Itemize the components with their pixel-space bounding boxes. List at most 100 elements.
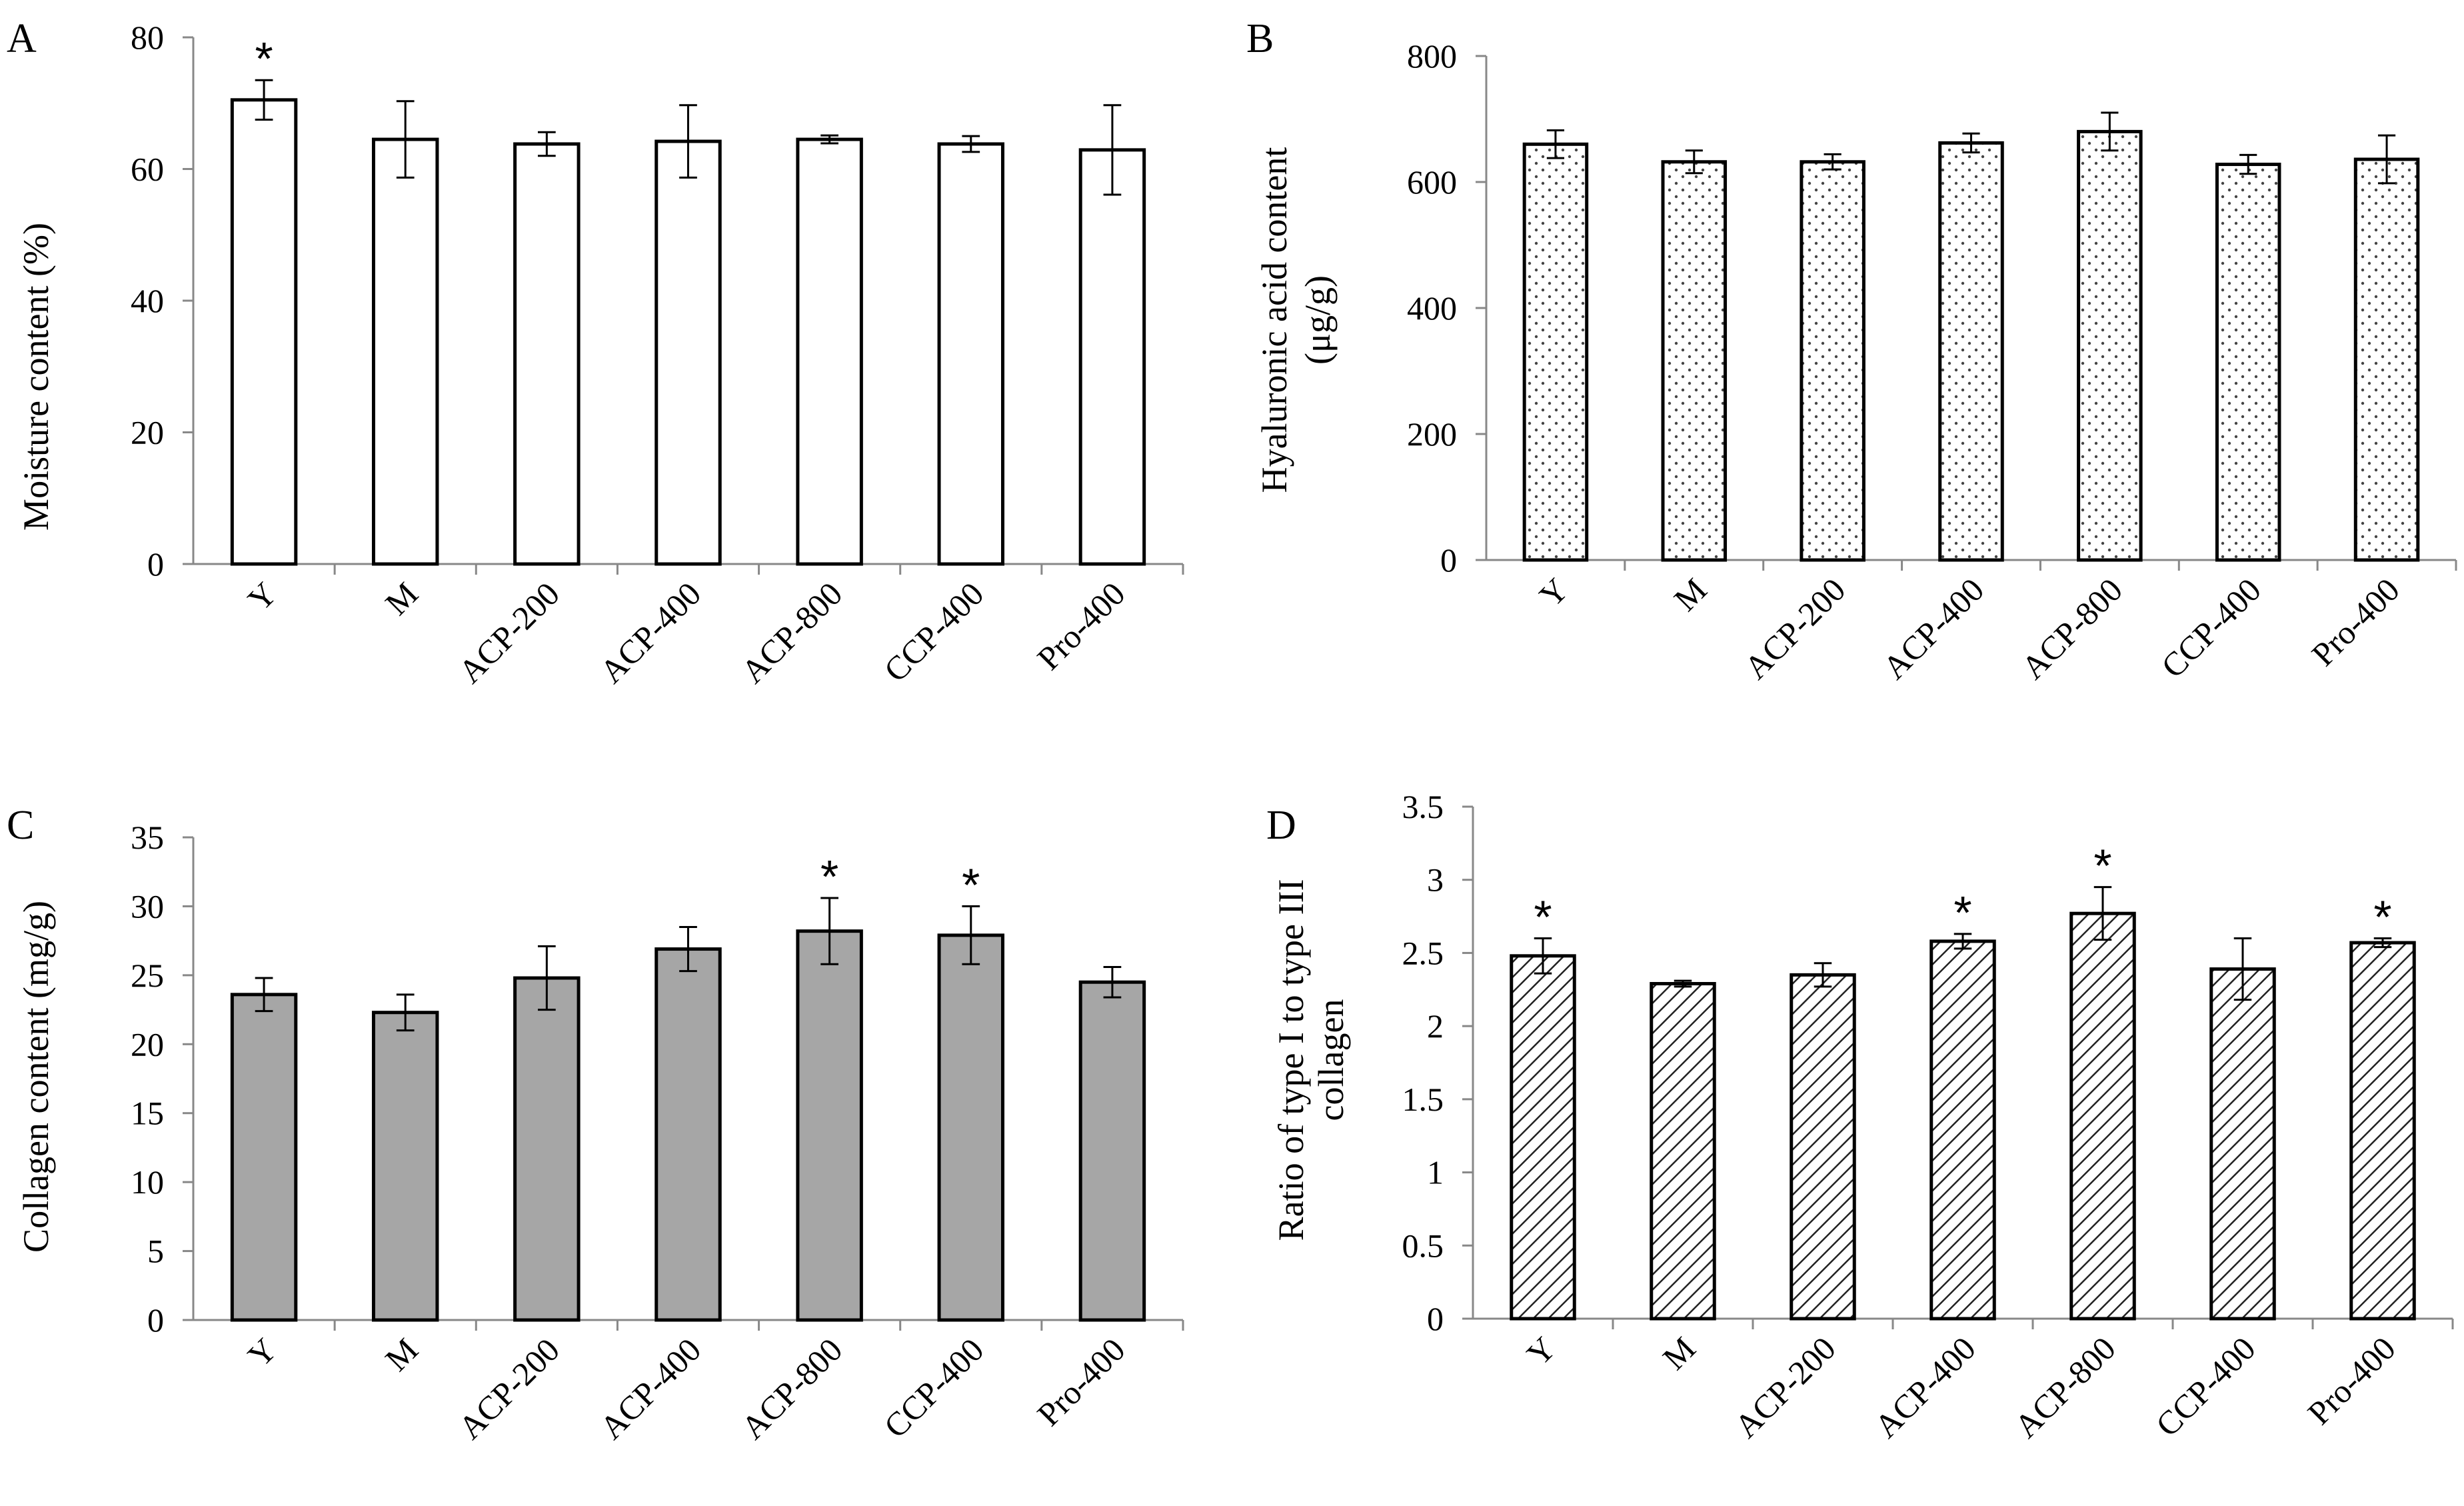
y-axis-title: Collagen content (mg/g) <box>16 901 56 1253</box>
bar-pro-400 <box>2353 157 2420 562</box>
bar-m <box>1661 160 1728 562</box>
y-tick-label: 2 <box>1427 1007 1444 1045</box>
y-tick-label: 60 <box>131 151 164 188</box>
y-tick-label: 0 <box>147 1301 164 1339</box>
y-tick-label: 20 <box>131 1025 164 1063</box>
bar-acp-400 <box>1929 939 1996 1321</box>
y-axis-title-line-1: Ratio of type I to type III <box>1271 879 1311 1241</box>
x-tick-label: Pro-400 <box>1030 1331 1132 1433</box>
y-tick-label: 25 <box>131 957 164 994</box>
bar-y <box>1522 142 1589 562</box>
significance-marker: * <box>962 859 980 911</box>
y-axis-title: Moisture content (%) <box>16 223 56 531</box>
x-tick-label: Y <box>1532 571 1576 614</box>
x-tick-label: M <box>1656 1329 1703 1377</box>
y-tick-label: 40 <box>131 282 164 319</box>
significance-marker: * <box>1534 891 1552 943</box>
panel-letter: A <box>7 16 37 61</box>
bar-acp-200 <box>1790 973 1856 1321</box>
bar-acp-800 <box>796 929 863 1322</box>
x-tick-label: Y <box>241 575 284 618</box>
y-tick-label: 0.5 <box>1402 1227 1444 1264</box>
y-tick-label: 0 <box>147 545 164 583</box>
x-tick-label: ACP-200 <box>451 575 567 690</box>
panel-c: C Collagen content (mg/g) 0 5 10 15 20 25 30 35… <box>7 803 1184 1446</box>
y-tick-label: 0 <box>1440 541 1457 579</box>
x-tick-label: CCP-400 <box>876 575 990 689</box>
bar-acp-200 <box>513 976 581 1322</box>
x-tick-label: M <box>1667 571 1714 618</box>
panel-a: A Moisture content (%) 0 20 40 60 80 * Y M ACP-2… <box>7 16 1184 690</box>
y-tick-label: 400 <box>1407 289 1457 327</box>
x-tick-label: Pro-400 <box>2304 571 2407 673</box>
panel-letter: C <box>7 803 34 848</box>
bar-pro-400 <box>1078 148 1146 566</box>
y-tick-label: 800 <box>1407 37 1457 75</box>
x-tick-label: ACP-800 <box>2007 1329 2123 1445</box>
y-tick-label: 3.5 <box>1402 788 1444 825</box>
y-axis-title-line-1: Hyaluronic acid content <box>1254 147 1294 493</box>
significance-marker: * <box>2093 840 2111 892</box>
x-tick-label: M <box>378 575 425 622</box>
bar-acp-800 <box>796 137 863 566</box>
x-tick-label: ACP-200 <box>451 1331 567 1446</box>
y-tick-label: 2.5 <box>1402 934 1444 971</box>
bar-m <box>371 1011 439 1322</box>
x-tick-label: ACP-400 <box>593 1331 708 1446</box>
y-tick-label: 0 <box>1427 1300 1444 1337</box>
y-tick-label: 15 <box>131 1095 164 1132</box>
bar-y <box>230 98 298 566</box>
bar-acp-200 <box>1800 160 1865 562</box>
y-tick-label: 1.5 <box>1402 1081 1444 1118</box>
bar-ccp-400 <box>2215 163 2281 562</box>
bar-acp-800 <box>2069 911 2136 1321</box>
y-tick-label: 600 <box>1407 163 1457 201</box>
bar-acp-400 <box>1938 141 2004 562</box>
significance-marker: * <box>255 33 273 85</box>
x-tick-label: CCP-400 <box>2149 1329 2263 1443</box>
x-tick-label: ACP-200 <box>1737 571 1852 686</box>
y-tick-label: 10 <box>131 1163 164 1201</box>
bar-ccp-400 <box>937 142 1005 566</box>
x-tick-label: CCP-400 <box>2154 571 2268 685</box>
x-tick-label: M <box>378 1331 425 1378</box>
bar-y <box>1510 954 1576 1321</box>
x-tick-label: ACP-800 <box>734 575 849 690</box>
x-tick-label: CCP-400 <box>876 1331 990 1445</box>
y-axis-title-line-2: collagen <box>1311 999 1351 1121</box>
bar-m <box>371 137 439 566</box>
x-tick-label: ACP-400 <box>593 575 708 690</box>
panel-b: B Hyaluronic acid content (μg/g) 0 200 400… <box>1246 16 2457 686</box>
bar-pro-400 <box>1078 980 1146 1322</box>
x-tick-label: ACP-800 <box>2014 571 2129 686</box>
bar-m <box>1650 982 1716 1321</box>
x-tick-label: Y <box>1520 1329 1563 1373</box>
y-tick-label: 80 <box>131 19 164 56</box>
x-tick-label: ACP-800 <box>734 1331 849 1446</box>
x-tick-label: Pro-400 <box>2300 1329 2403 1432</box>
y-tick-label: 3 <box>1427 861 1444 899</box>
x-tick-label: Pro-400 <box>1030 575 1132 677</box>
y-tick-label: 5 <box>147 1233 164 1270</box>
panel-letter: D <box>1266 803 1296 848</box>
bar-ccp-400 <box>937 933 1005 1322</box>
bar-ccp-400 <box>2209 967 2276 1321</box>
bar-acp-400 <box>654 947 722 1322</box>
y-tick-label: 35 <box>131 819 164 856</box>
x-tick-label: ACP-400 <box>1875 571 1991 686</box>
significance-marker: * <box>820 851 838 903</box>
bar-acp-800 <box>2077 129 2143 562</box>
panel-d: D Ratio of type I to type III collagen 0… <box>1266 788 2454 1445</box>
y-axis-title-line-2: (μg/g) <box>1298 275 1338 365</box>
significance-marker: * <box>2373 891 2391 943</box>
bar-acp-200 <box>513 142 581 566</box>
y-tick-label: 20 <box>131 414 164 451</box>
y-tick-label: 30 <box>131 887 164 925</box>
panel-letter: B <box>1246 16 1274 61</box>
y-tick-label: 1 <box>1427 1154 1444 1191</box>
bar-acp-400 <box>654 139 722 566</box>
x-tick-label: Y <box>241 1331 284 1374</box>
bar-pro-400 <box>2349 941 2416 1321</box>
significance-marker: * <box>1953 887 1971 939</box>
